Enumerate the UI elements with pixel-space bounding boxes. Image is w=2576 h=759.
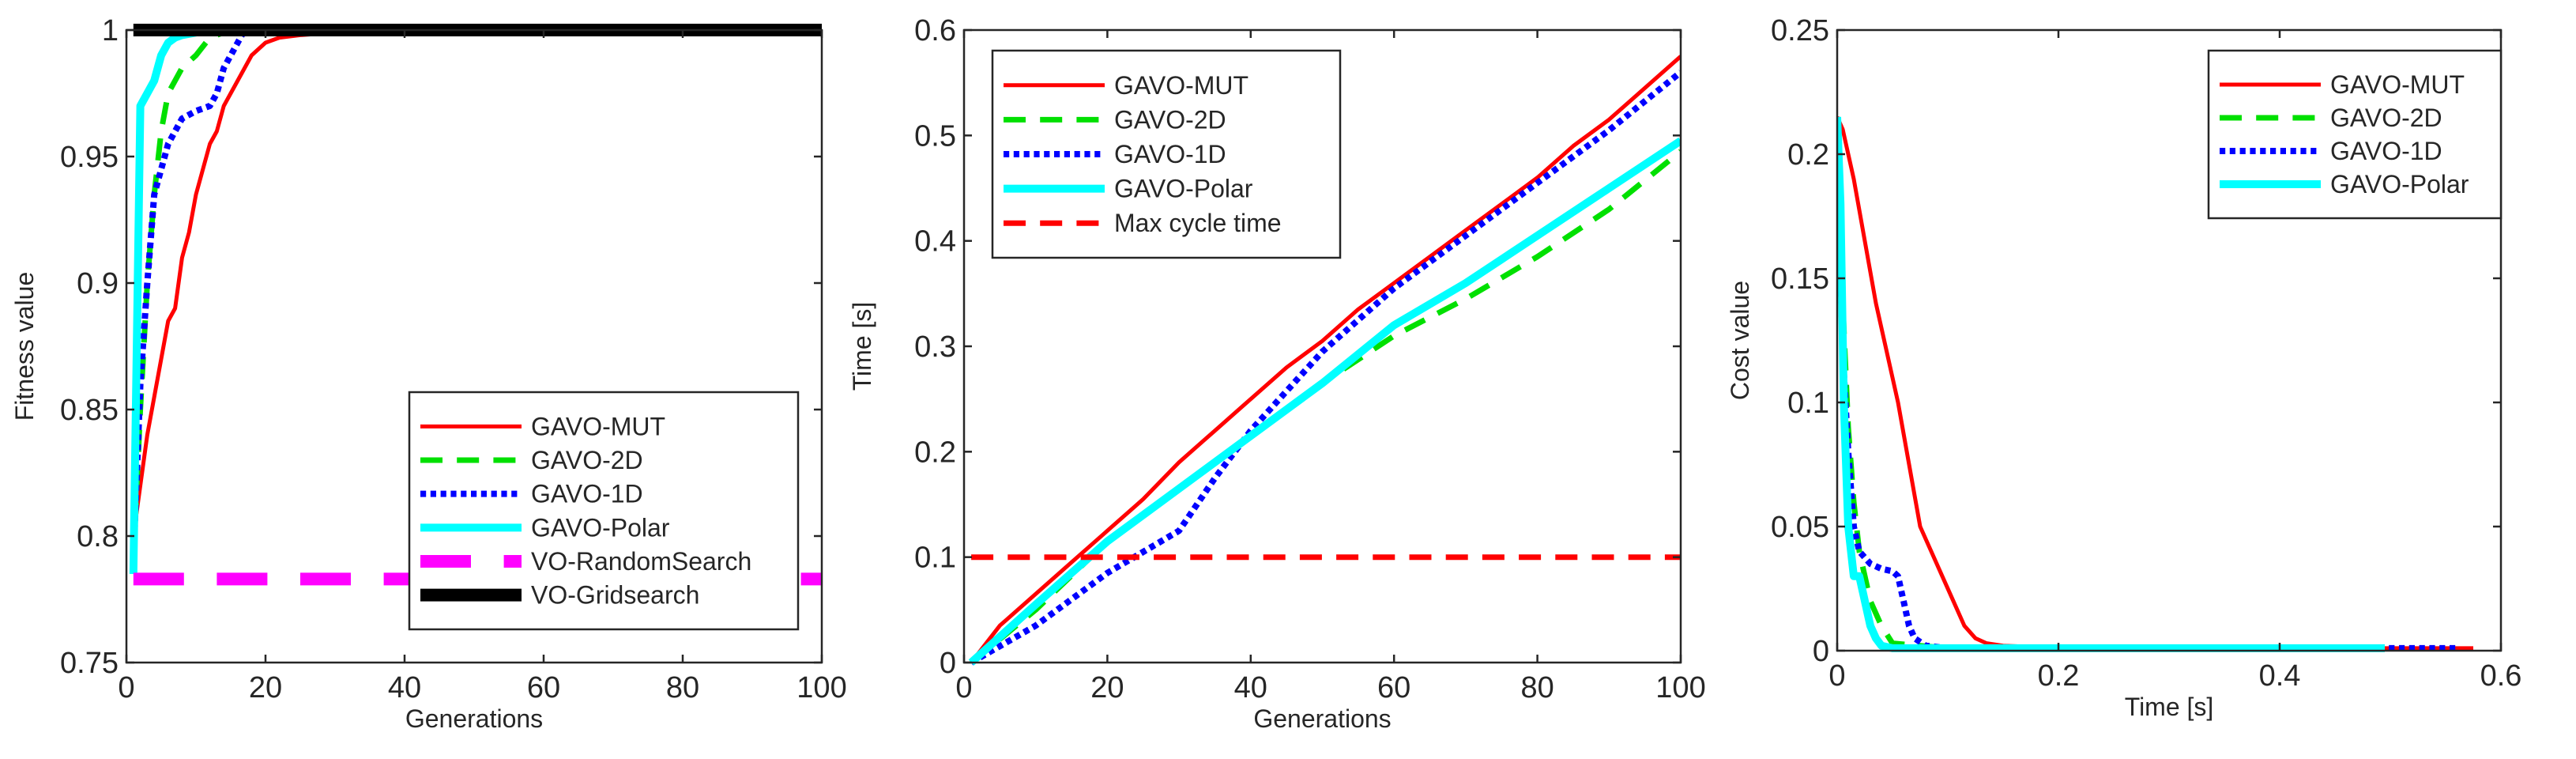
x-tick-label: 80 [666, 671, 699, 704]
x-tick-label: 80 [1520, 671, 1554, 704]
series-line-gavo-mut [970, 55, 1681, 664]
chart-1: 0 20 40 60 80 100 0.75 0.8 0.85 0.9 0.95 1 Generatio… [10, 14, 847, 733]
x-tick-label: 0.2 [2038, 659, 2080, 693]
legend-label: VO-Gridsearch [531, 581, 699, 610]
y-tick-label: 0.95 [60, 141, 119, 174]
y-tick-label: 0 [940, 647, 956, 680]
y-tick-label: 0.2 [1787, 138, 1829, 172]
legend-label: GAVO-1D [1114, 140, 1226, 168]
x-axis-label: Generations [1253, 704, 1391, 733]
y-tick-label: 0.1 [914, 542, 956, 575]
x-tick-label: 60 [527, 671, 560, 704]
legend-label: GAVO-MUT [1114, 71, 1248, 100]
chart-3: 0 0.2 0.4 0.6 0 0.05 0.1 0.15 0.2 0.25 Time [s] Cos… [1726, 14, 2521, 721]
axes-box [125, 28, 823, 664]
y-axis-label: Fitness value [10, 272, 39, 421]
series-line-gavo-1d [970, 70, 1681, 666]
legend-box [2207, 49, 2503, 220]
x-tick-label: 40 [388, 671, 421, 704]
x-tick-label: 20 [249, 671, 282, 704]
series-line-gavo-polar [1837, 116, 2385, 652]
x-tick-label: 0.4 [2259, 659, 2301, 693]
series-line-gavo-mut [131, 30, 336, 537]
y-tick-label: 0.4 [914, 225, 956, 259]
legend: GAVO-MUT GAVO-2D GAVO-1D GAVO-Polar Max cycl… [991, 49, 1342, 259]
x-tick-label: 0 [1828, 659, 1845, 693]
legend-label: GAVO-2D [531, 446, 643, 474]
legend-label: VO-RandomSearch [531, 547, 751, 576]
y-tick-label: 1 [102, 14, 119, 47]
y-tick-label: 0.5 [914, 119, 956, 153]
chart-2: 0 20 40 60 80 100 0 0.1 0.2 0.3 0.4 0.5 0.6 Generatio… [848, 14, 1706, 733]
series-group [968, 55, 1681, 666]
legend-label: GAVO-Polar [1114, 175, 1253, 203]
x-tick-label: 0.6 [2480, 659, 2522, 693]
legend: GAVO-MUT GAVO-2D GAVO-1D GAVO-Polar VO-Rando… [408, 391, 800, 631]
y-axis-label: Time [s] [848, 302, 876, 391]
y-tick-label: 0.75 [60, 647, 119, 680]
x-tick-label: 100 [797, 671, 846, 704]
x-tick-label: 20 [1090, 671, 1124, 704]
legend-label: GAVO-Polar [531, 513, 670, 542]
x-tick-label: 0 [955, 671, 972, 704]
legend-label: GAVO-2D [1114, 105, 1226, 134]
legend-label: Max cycle time [1114, 209, 1282, 237]
x-tick-label: 40 [1234, 671, 1267, 704]
x-axis-label: Generations [405, 704, 543, 733]
series-line-gavo-polar [968, 137, 1681, 666]
y-tick-label: 0.1 [1787, 387, 1829, 420]
y-tick-label: 0.6 [914, 14, 956, 47]
y-tick-label: 0 [1813, 635, 1829, 668]
legend-label: GAVO-Polar [2330, 170, 2469, 198]
series-line-gavo-2d [1837, 129, 2374, 651]
y-tick-label: 0.85 [60, 394, 119, 427]
series-group [1837, 115, 2473, 652]
legend-label: GAVO-MUT [531, 412, 665, 440]
y-axis-label: Cost value [1726, 281, 1754, 400]
legend-label: GAVO-1D [2330, 137, 2442, 165]
y-tick-label: 0.3 [914, 330, 956, 364]
y-tick-label: 0.15 [1771, 262, 1829, 296]
y-tick-label: 0.2 [914, 436, 956, 469]
legend-label: GAVO-MUT [2330, 70, 2465, 99]
axes-box [1836, 28, 2503, 652]
x-tick-label: 100 [1655, 671, 1705, 704]
series-line-gavo-1d [130, 28, 248, 562]
legend-label: GAVO-1D [531, 480, 643, 508]
y-tick-label: 0.25 [1771, 14, 1829, 47]
legend-label: GAVO-2D [2330, 104, 2442, 132]
y-tick-label: 0.05 [1771, 511, 1829, 544]
x-axis-label: Time [s] [2125, 693, 2214, 721]
x-tick-label: 60 [1377, 671, 1410, 704]
y-tick-label: 0.8 [77, 520, 119, 553]
x-tick-label: 0 [118, 671, 134, 704]
legend: GAVO-MUT GAVO-2D GAVO-1D GAVO-Polar [2207, 49, 2503, 220]
y-tick-label: 0.9 [77, 267, 119, 300]
series-line-gavo-2d [130, 29, 225, 562]
